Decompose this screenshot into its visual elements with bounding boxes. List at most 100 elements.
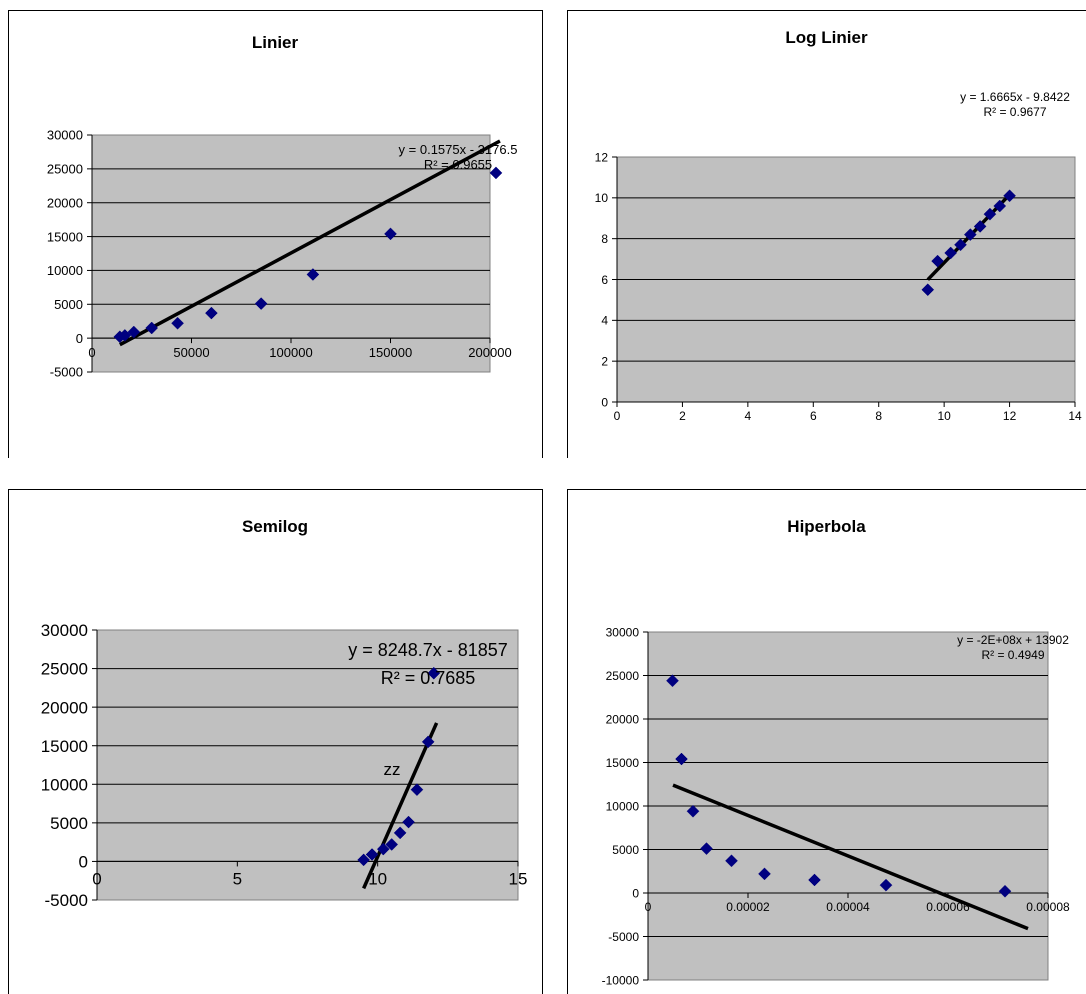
- x-tick-label: 14: [1068, 409, 1082, 423]
- data-point: [993, 199, 1007, 213]
- y-tick-label: 2: [601, 354, 608, 368]
- data-point: [944, 246, 958, 260]
- data-point: [205, 306, 218, 320]
- data-point: [963, 228, 977, 241]
- chart-4: -10000 -5000 0 5000 10000 15000 20000 25000 3000…: [567, 489, 1086, 994]
- data-point: [931, 254, 944, 268]
- y-tick-label: 30000: [41, 621, 88, 640]
- y-tick-label: 5000: [612, 843, 639, 857]
- trendline-equation: y = 8248.7x - 81857: [348, 640, 508, 660]
- y-tick-label: 6: [601, 273, 608, 287]
- y-tick-label: 30000: [606, 625, 640, 639]
- x-tick-label: 6: [810, 409, 817, 423]
- x-tick-label: 2: [679, 409, 686, 423]
- y-tick-label: 25000: [41, 660, 88, 679]
- y-tick-label: 15000: [47, 229, 83, 244]
- data-point: [365, 848, 379, 861]
- y-tick-label: 8: [601, 232, 608, 246]
- y-tick-label: 5000: [50, 814, 88, 833]
- x-tick-label: 50000: [173, 345, 209, 360]
- data-point: [376, 842, 390, 856]
- data-point: [725, 854, 738, 868]
- x-tick-label: 10: [368, 869, 387, 888]
- chart-title: Hiperbola: [787, 517, 866, 536]
- data-point: [998, 884, 1012, 898]
- data-point: [427, 666, 441, 680]
- trendline-r2: R² = 0.9677: [983, 105, 1046, 119]
- y-tick-label: 0: [601, 395, 608, 409]
- data-point: [393, 826, 407, 840]
- y-tick-label: 10000: [606, 799, 640, 813]
- y-tick-label: 20000: [41, 698, 88, 717]
- y-tick-label: 0: [79, 853, 88, 872]
- trendline-equation: y = 1.6665x - 9.8422: [960, 90, 1070, 104]
- y-tick-label: 10000: [41, 775, 88, 794]
- trendline: [362, 722, 439, 890]
- x-tick-label: 0: [92, 869, 101, 888]
- data-point: [489, 166, 503, 180]
- data-point: [921, 283, 935, 297]
- data-point: [700, 842, 713, 855]
- data-point: [666, 674, 679, 688]
- data-point: [254, 297, 268, 310]
- data-point: [758, 867, 771, 881]
- data-point: [675, 752, 688, 766]
- data-point: [973, 220, 987, 233]
- data-point: [402, 815, 415, 829]
- data-point: [171, 316, 184, 330]
- data-point: [421, 735, 435, 749]
- data-point: [384, 227, 397, 241]
- trendline: [672, 783, 1029, 931]
- data-point: [1003, 189, 1016, 203]
- data-point: [808, 873, 821, 887]
- y-tick-label: 15000: [41, 737, 88, 756]
- y-tick-label: 30000: [47, 128, 83, 143]
- x-tick-label: 200000: [468, 345, 511, 360]
- data-point: [385, 838, 399, 851]
- trendline-r2: R² = 0.4949: [981, 648, 1044, 662]
- data-point: [983, 207, 997, 221]
- data-point: [127, 325, 141, 339]
- data-point: [954, 238, 967, 252]
- chart-title: Linier: [252, 33, 299, 52]
- data-point: [686, 804, 700, 818]
- y-tick-label: -5000: [608, 930, 639, 944]
- trendline-r2: R² = 0.9655: [424, 157, 492, 172]
- data-point: [357, 853, 370, 867]
- data-point: [879, 878, 893, 892]
- x-tick-label: 100000: [269, 345, 312, 360]
- y-tick-label: 10000: [47, 263, 83, 278]
- x-tick-label: 0.00008: [1026, 900, 1070, 914]
- chart-title: Log Linier: [785, 28, 868, 47]
- x-tick-label: 4: [745, 409, 752, 423]
- x-tick-label: 0.00002: [726, 900, 770, 914]
- data-point: [306, 268, 320, 281]
- x-tick-label: 150000: [369, 345, 412, 360]
- y-tick-label: 12: [595, 150, 609, 164]
- chart-annotation: zz: [384, 760, 401, 779]
- y-tick-label: 0: [632, 886, 639, 900]
- data-point: [145, 321, 159, 335]
- y-tick-label: 25000: [47, 162, 83, 177]
- chart-title: Semilog: [242, 517, 308, 536]
- x-tick-label: 0.00004: [826, 900, 870, 914]
- y-tick-label: 20000: [47, 195, 83, 210]
- data-point: [410, 783, 424, 797]
- x-tick-label: 0.00006: [926, 900, 970, 914]
- x-tick-label: 10: [937, 409, 951, 423]
- y-tick-label: 4: [601, 314, 608, 328]
- x-tick-label: 5: [233, 869, 242, 888]
- trendline-r2: R² = 0.7685: [381, 668, 476, 688]
- x-tick-label: 8: [875, 409, 882, 423]
- y-tick-label: -5000: [45, 891, 88, 910]
- trendline-equation: y = 0.1575x - 3176.5: [399, 142, 518, 157]
- x-tick-label: 15: [509, 869, 528, 888]
- y-tick-label: -5000: [50, 365, 83, 380]
- y-tick-label: 25000: [606, 669, 640, 683]
- x-tick-label: 12: [1003, 409, 1017, 423]
- y-tick-label: 0: [76, 331, 83, 346]
- trendline: [119, 139, 501, 347]
